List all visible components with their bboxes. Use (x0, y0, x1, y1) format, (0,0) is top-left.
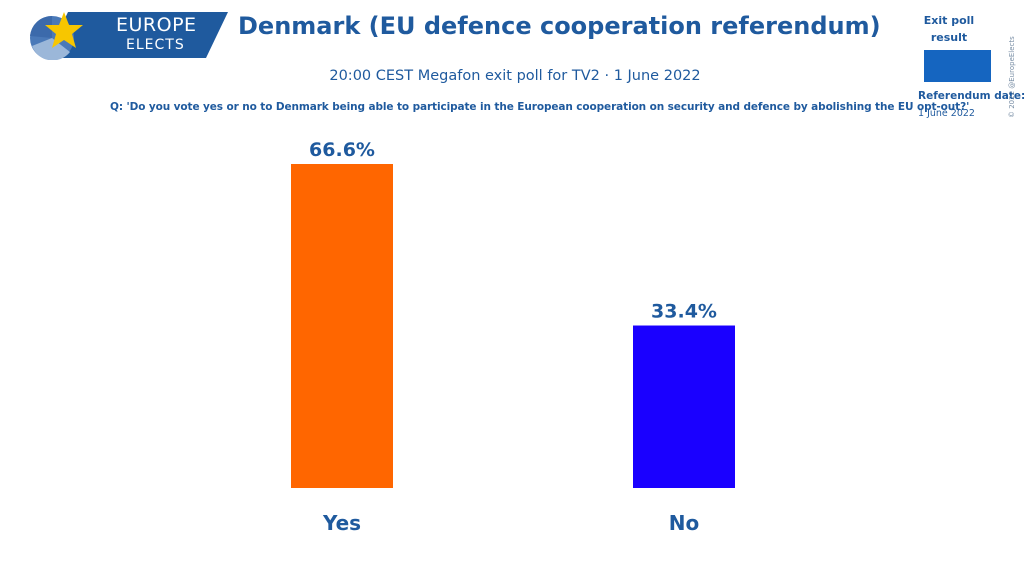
bar-yes (291, 164, 393, 488)
bar-no (633, 325, 735, 488)
logo-banner-icon (30, 12, 228, 60)
value-label-no: 33.4% (651, 301, 717, 323)
logo-text-europe: EUROPE (116, 14, 197, 36)
legend-swatch (924, 50, 991, 82)
europe-elects-logo: EUROPE ELECTS (22, 10, 232, 60)
legend-title: Exit poll result (923, 14, 975, 44)
value-label-yes: 66.6% (309, 139, 375, 161)
chart-subtitle: 20:00 CEST Megafon exit poll for TV2 · 1… (329, 68, 701, 84)
category-label-no: No (669, 511, 699, 535)
referendum-question: Q: 'Do you vote yes or no to Denmark bei… (110, 101, 970, 113)
referendum-date-label: Referendum date: (918, 90, 1026, 102)
category-label-yes: Yes (322, 511, 361, 535)
chart-title: Denmark (EU defence cooperation referend… (238, 12, 881, 40)
referendum-date-value: 1 June 2022 (918, 108, 975, 119)
logo-text-elects: ELECTS (126, 37, 185, 53)
